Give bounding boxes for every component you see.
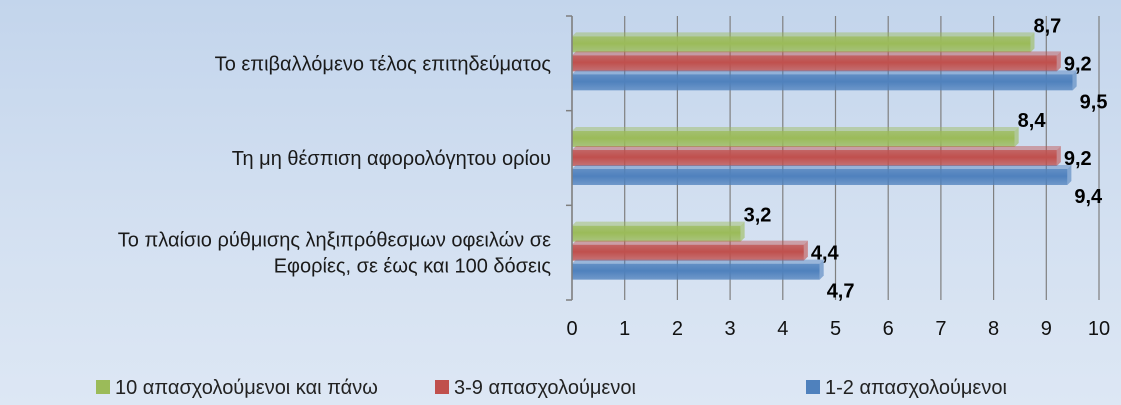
bar-top (572, 70, 1077, 75)
data-label: 4,7 (827, 281, 855, 303)
bar-top (572, 51, 1061, 56)
x-tick-label: 7 (935, 318, 946, 340)
x-tick-label: 1 (619, 318, 630, 340)
legend-swatch (435, 380, 449, 394)
legend-swatch (96, 380, 110, 394)
bar-side (819, 259, 824, 280)
x-tick-label: 10 (1088, 318, 1110, 340)
x-tick-label: 9 (1041, 318, 1052, 340)
bar (572, 169, 1068, 185)
data-label: 8,4 (1018, 110, 1047, 132)
category-label: Το πλαίσιο ρύθμισης ληξιπρόθεσμων οφειλώ… (118, 230, 551, 252)
data-label: 3,2 (744, 205, 772, 227)
x-tick-labels: 0 1 2 3 4 5 6 7 8 9 10 (566, 318, 1110, 340)
category-labels: Το επιβαλλόμενο τέλος επιτηδεύματος Τη μη… (118, 53, 552, 277)
bar (572, 244, 804, 261)
legend-label: 3-9 απασχολούμενοι (454, 377, 636, 399)
legend-label: 10 απασχολούμενοι και πάνω (115, 377, 378, 399)
x-tick-label: 0 (566, 318, 577, 340)
data-label: 8,7 (1033, 15, 1061, 37)
x-tick-label: 5 (830, 318, 841, 340)
bar-side (1067, 165, 1072, 185)
bar-top (572, 32, 1035, 37)
bar (572, 36, 1031, 53)
bar (572, 150, 1057, 166)
legend-swatch (806, 380, 820, 394)
x-tick-label: 2 (672, 318, 683, 340)
x-tick-label: 3 (725, 318, 736, 340)
x-tick-label: 4 (777, 318, 788, 340)
bar-side (803, 240, 808, 261)
bar-side (1056, 146, 1061, 166)
bar (572, 55, 1057, 72)
legend: 10 απασχολούμενοι και πάνω 3-9 απασχολούμ… (96, 377, 1007, 399)
bar-top (572, 259, 824, 264)
bar (572, 263, 820, 280)
axes (566, 15, 573, 301)
bar-top (572, 221, 745, 226)
data-label: 4,4 (811, 243, 840, 265)
data-label: 9,4 (1074, 186, 1103, 208)
bar-top (572, 240, 808, 245)
bar-top (572, 127, 1019, 131)
data-labels: 8,79,29,58,49,29,43,24,44,7 (744, 15, 1108, 302)
bar-side (740, 221, 745, 242)
data-label: 9,5 (1080, 91, 1108, 113)
bar (572, 74, 1073, 91)
bar-side (1030, 32, 1035, 53)
bar (572, 131, 1015, 147)
x-tick-label: 8 (988, 318, 999, 340)
bar-top (572, 146, 1061, 150)
bars (572, 32, 1077, 280)
data-label: 9,2 (1064, 53, 1092, 75)
bar-side (1072, 70, 1077, 91)
bar-side (1056, 51, 1061, 72)
category-label: Το επιβαλλόμενο τέλος επιτηδεύματος (215, 53, 552, 75)
x-tick-label: 6 (883, 318, 894, 340)
category-label: Τη μη θέσπιση αφορολόγητου ορίου (232, 148, 551, 170)
bar (572, 225, 741, 242)
bar-side (1014, 127, 1019, 147)
category-label: Εφορίες, σε έως και 100 δόσεις (274, 256, 552, 278)
legend-label: 1-2 απασχολούμενοι (825, 377, 1007, 399)
bar-top (572, 165, 1072, 169)
data-label: 9,2 (1064, 148, 1092, 170)
